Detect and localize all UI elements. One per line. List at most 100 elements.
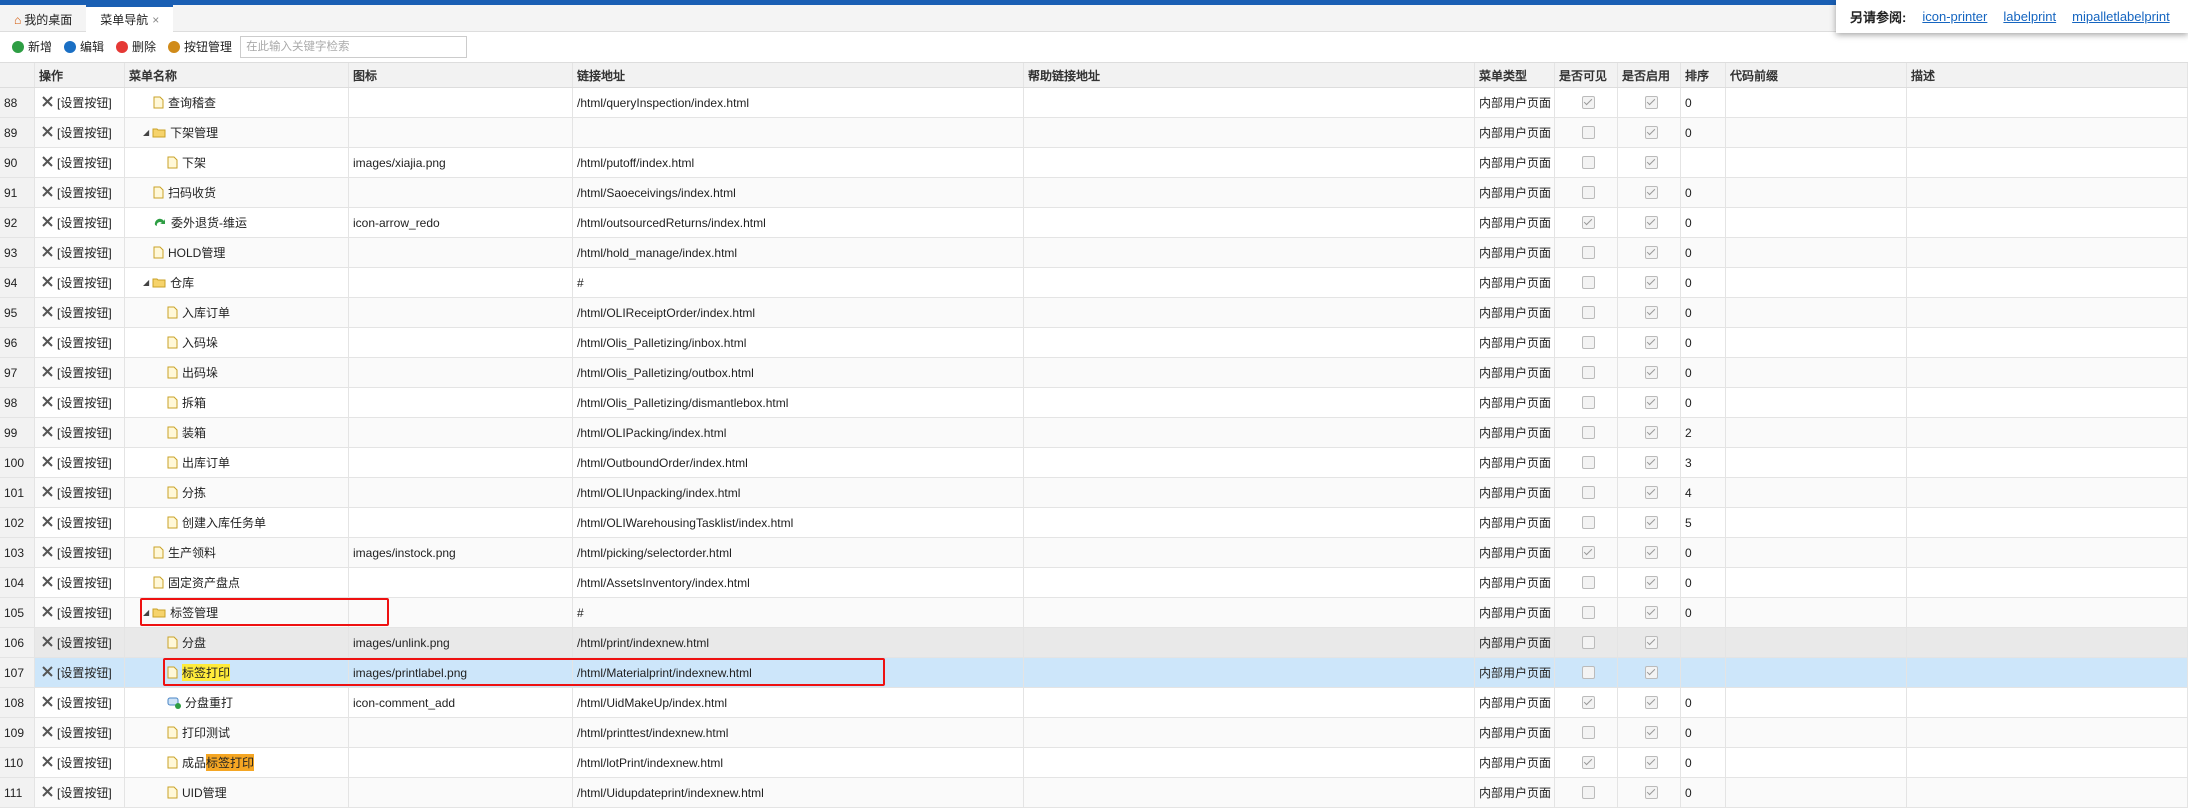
search-input[interactable]: 在此输入关键字检索 [240,35,468,58]
table-row[interactable]: 89 [设置按钮] ◢ 下架管理 内部用户页面 0 [0,118,2188,148]
tool-icon [41,185,54,201]
toolbar-button[interactable]: 编辑 [64,38,104,55]
toolbar-button[interactable]: 按钮管理 [168,38,232,55]
table-row[interactable]: 106 [设置按钮] 分盘 images/unlink.png/html/print/… [0,628,2188,658]
see-also-link[interactable]: mipalletlabelprint [2072,9,2170,24]
action-label[interactable]: [设置按钮] [57,216,112,230]
table-row[interactable]: 95 [设置按钮] 入库订单/html/OLIReceiptOrder/index.… [0,298,2188,328]
table-row[interactable]: 102 [设置按钮] 创建入库任务单/html/OLIWarehousingTask… [0,508,2188,538]
action-cell: [设置按钮] [35,148,125,177]
action-label[interactable]: [设置按钮] [57,636,112,650]
action-label[interactable]: [设置按钮] [57,576,112,590]
link-cell: /html/Olis_Palletizing/outbox.html [573,358,1024,387]
row-number: 92 [4,215,18,230]
table-row[interactable]: 91 [设置按钮] 扫码收货/html/Saoeceivings/index.htm… [0,178,2188,208]
action-label[interactable]: [设置按钮] [57,96,112,110]
enabled-checkbox [1644,666,1658,679]
row-number: 93 [4,245,18,260]
table-row[interactable]: 88 [设置按钮] 查询稽查/html/queryInspection/index.… [0,88,2188,118]
table-row[interactable]: 109 [设置按钮] 打印测试/html/printtest/indexnew.ht… [0,718,2188,748]
enabled-checkbox [1644,786,1658,799]
tab-close[interactable]: × [152,13,160,27]
table-row[interactable]: 92 [设置按钮] 委外退货-维运 icon-arrow_redo/html/outs… [0,208,2188,238]
action-label[interactable]: [设置按钮] [57,516,112,530]
tree-toggle[interactable]: ◢ [143,608,150,617]
toolbar-button[interactable]: 删除 [116,38,156,55]
action-label[interactable]: [设置按钮] [57,546,112,560]
table-row[interactable]: 93 [设置按钮] HOLD管理/html/hold_manage/index.ht… [0,238,2188,268]
enabled-cell [1618,418,1681,447]
table-row[interactable]: 94 [设置按钮] ◢ 仓库 # 内部用户页面 0 [0,268,2188,298]
tab[interactable]: 菜单导航 × [86,5,174,33]
see-also-link[interactable]: icon-printer [1922,9,1988,24]
toolbar-button[interactable]: 新增 [12,38,52,55]
action-label[interactable]: [设置按钮] [57,606,112,620]
action-label[interactable]: [设置按钮] [57,126,112,140]
visible-checkbox [1581,126,1595,139]
type-cell: 内部用户页面 [1475,148,1555,177]
action-label[interactable]: [设置按钮] [57,486,112,500]
action-label[interactable]: [设置按钮] [57,366,112,380]
table-row[interactable]: 96 [设置按钮] 入码垛/html/Olis_Palletizing/inbox.… [0,328,2188,358]
table-row[interactable]: 90 [设置按钮] 下架 images/xiajia.png/html/putoff/… [0,148,2188,178]
node-icon [167,786,178,799]
tree-toggle[interactable]: ◢ [143,128,150,137]
action-label[interactable]: [设置按钮] [57,186,112,200]
description-cell [1907,478,2188,507]
table-row[interactable]: 103 [设置按钮] 生产领料 images/instock.png/html/pic… [0,538,2188,568]
enabled-checkbox [1644,396,1658,409]
action-label[interactable]: [设置按钮] [57,726,112,740]
action-label[interactable]: [设置按钮] [57,786,112,800]
help-link-cell [1024,148,1475,177]
name-cell: ◢ 仓库 [125,268,349,297]
tab[interactable]: ⌂ 我的桌面 [0,7,86,33]
table-row[interactable]: 100 [设置按钮] 出库订单/html/OutboundOrder/index.h… [0,448,2188,478]
action-label[interactable]: [设置按钮] [57,246,112,260]
sort-value: 0 [1685,185,1692,200]
description-cell [1907,148,2188,177]
table-row[interactable]: 99 [设置按钮] 装箱/html/OLIPacking/index.html 内部用… [0,418,2188,448]
description-cell [1907,298,2188,327]
enabled-cell [1618,748,1681,777]
row-number-cell: 99 [0,418,35,447]
visible-checkbox [1581,606,1595,619]
table-row[interactable]: 98 [设置按钮] 拆箱/html/Olis_Palletizing/dismant… [0,388,2188,418]
help-link-cell [1024,538,1475,567]
table-row[interactable]: 101 [设置按钮] 分拣/html/OLIUnpacking/index.html… [0,478,2188,508]
description-cell [1907,388,2188,417]
table-row[interactable]: 104 [设置按钮] 固定资产盘点/html/AssetsInventory/ind… [0,568,2188,598]
table-row[interactable]: 110 [设置按钮] 成品 标签打印/html/lotPrint/indexnew.h… [0,748,2188,778]
table-row[interactable]: 111 [设置按钮] UID管理/html/Uidupdateprint/index… [0,778,2188,808]
help-link-cell [1024,598,1475,627]
see-also-link[interactable]: labelprint [2003,9,2057,24]
name-cell: 装箱 [125,418,349,447]
table-row[interactable]: 97 [设置按钮] 出码垛/html/Olis_Palletizing/outbox… [0,358,2188,388]
action-label[interactable]: [设置按钮] [57,306,112,320]
tool-icon [41,695,54,711]
node-name: 入库订单 [182,306,231,320]
action-label[interactable]: [设置按钮] [57,156,112,170]
table-row[interactable]: 107 [设置按钮] 标签打印 images/printlabel.png/html/… [0,658,2188,688]
table-row[interactable]: 108 [设置按钮] 分盘重打 icon-comment_add/html/UidMa… [0,688,2188,718]
action-label[interactable]: [设置按钮] [57,456,112,470]
menu-type: 内部用户页面 [1479,486,1552,500]
action-label[interactable]: [设置按钮] [57,666,112,680]
node-name: 打印测试 [182,726,231,740]
link-cell: /html/Materialprint/indexnew.html [573,658,1024,687]
help-link-cell [1024,118,1475,147]
action-label[interactable]: [设置按钮] [57,396,112,410]
menu-type: 内部用户页面 [1479,606,1552,620]
action-label[interactable]: [设置按钮] [57,276,112,290]
visible-cell [1555,598,1618,627]
description-cell [1907,778,2188,807]
row-number-cell: 91 [0,178,35,207]
name-cell: 生产领料 [125,538,349,567]
tree-toggle[interactable]: ◢ [143,278,150,287]
action-label[interactable]: [设置按钮] [57,426,112,440]
action-label[interactable]: [设置按钮] [57,696,112,710]
action-label[interactable]: [设置按钮] [57,336,112,350]
visible-checkbox [1581,306,1595,319]
table-row[interactable]: 105 [设置按钮] ◢ 标签管理 # 内部用户页面 0 [0,598,2188,628]
action-label[interactable]: [设置按钮] [57,756,112,770]
row-number-cell: 103 [0,538,35,567]
